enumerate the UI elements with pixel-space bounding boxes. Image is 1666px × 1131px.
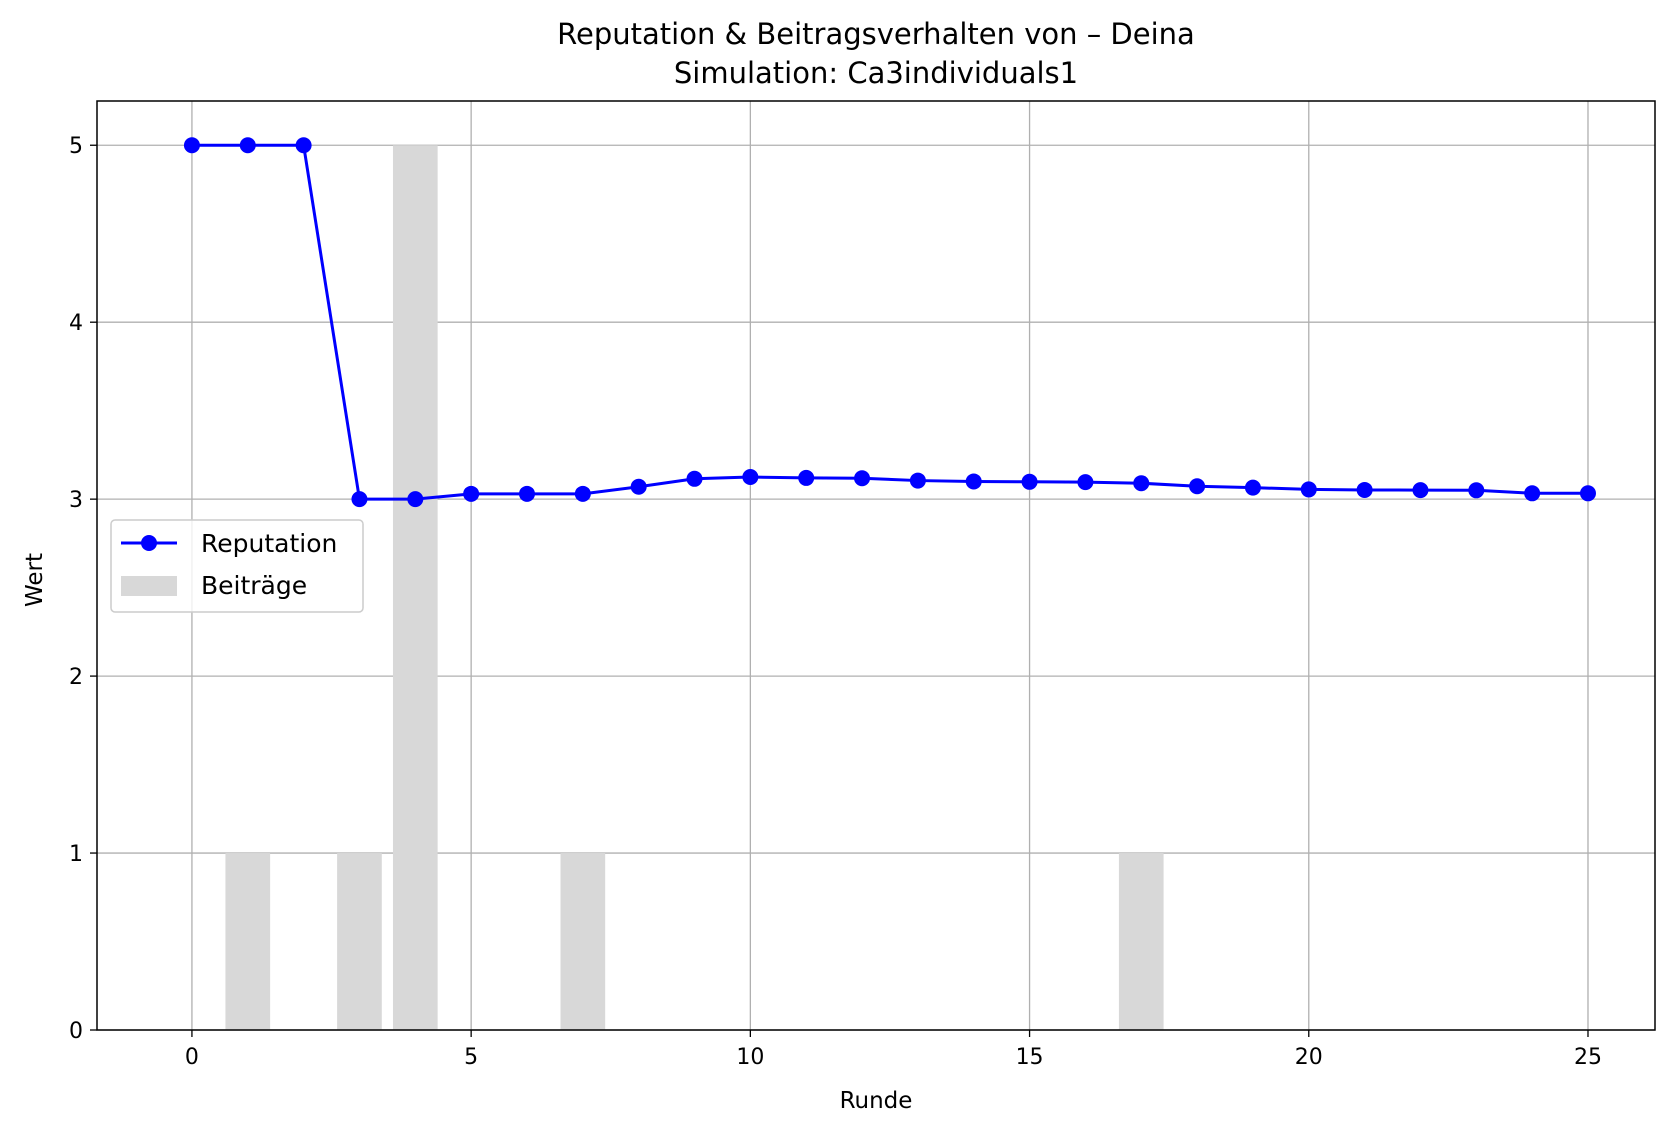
plot-frame (96, 100, 1656, 1031)
reputation-point (686, 470, 703, 487)
reputation-point (1468, 482, 1485, 499)
y-axis-ticks: 0 1 2 3 4 5 (69, 134, 97, 1044)
x-tick-label: 20 (1295, 1045, 1323, 1070)
legend-reputation-label: Reputation (201, 529, 337, 558)
contribution-bar (1118, 853, 1164, 1030)
reputation-point (1356, 481, 1373, 498)
reputation-point (854, 470, 871, 487)
y-tick-label: 3 (69, 488, 83, 513)
reputation-point (351, 491, 368, 508)
legend-contributions-label: Beiträge (201, 571, 307, 600)
y-tick-label: 5 (69, 134, 83, 159)
reputation-point (965, 473, 982, 490)
reputation-point (463, 485, 480, 502)
x-tick-label: 0 (185, 1045, 199, 1070)
chart-subtitle: Simulation: Ca3individuals1 (674, 56, 1078, 90)
reputation-point (1412, 482, 1429, 499)
contribution-bar (560, 853, 606, 1030)
reputation-point (1524, 485, 1541, 502)
reputation-point (1133, 475, 1150, 492)
reputation-point (798, 469, 815, 486)
reputation-point (1300, 481, 1317, 498)
reputation-point (239, 137, 256, 154)
contribution-bar (392, 145, 438, 1030)
reputation-point (1021, 473, 1038, 490)
y-tick-label: 1 (69, 842, 83, 867)
contribution-bar (337, 853, 382, 1030)
reputation-point (574, 485, 591, 502)
reputation-point (1579, 485, 1596, 502)
x-tick-label: 25 (1574, 1045, 1602, 1070)
legend: Reputation Beiträge (110, 519, 364, 613)
legend-contributions-swatch (121, 576, 177, 596)
x-tick-label: 5 (464, 1045, 478, 1070)
chart-title: Reputation & Beitragsverhalten von – Dei… (557, 17, 1195, 51)
x-axis-ticks: 0 5 10 15 20 25 (185, 1030, 1602, 1070)
reputation-point (1189, 478, 1206, 495)
y-tick-label: 4 (69, 311, 83, 336)
x-tick-label: 10 (736, 1045, 764, 1070)
reputation-point (295, 137, 312, 154)
contribution-bar (225, 853, 271, 1030)
reputation-point (1244, 479, 1261, 496)
reputation-point (742, 469, 759, 486)
y-axis-label: Wert (22, 553, 48, 607)
reputation-point (183, 137, 200, 154)
reputation-point (518, 485, 535, 502)
contributions-bars (225, 145, 1164, 1030)
legend-reputation-marker (141, 535, 157, 551)
reputation-point (1077, 474, 1094, 491)
y-tick-label: 2 (69, 665, 83, 690)
reputation-point (407, 491, 424, 508)
reputation-point (630, 478, 647, 495)
reputation-point (909, 472, 926, 489)
x-tick-label: 15 (1016, 1045, 1044, 1070)
x-axis-label: Runde (840, 1088, 913, 1114)
y-tick-label: 0 (69, 1019, 83, 1044)
reputation-line (191, 143, 1588, 501)
reputation-series (183, 137, 1596, 508)
